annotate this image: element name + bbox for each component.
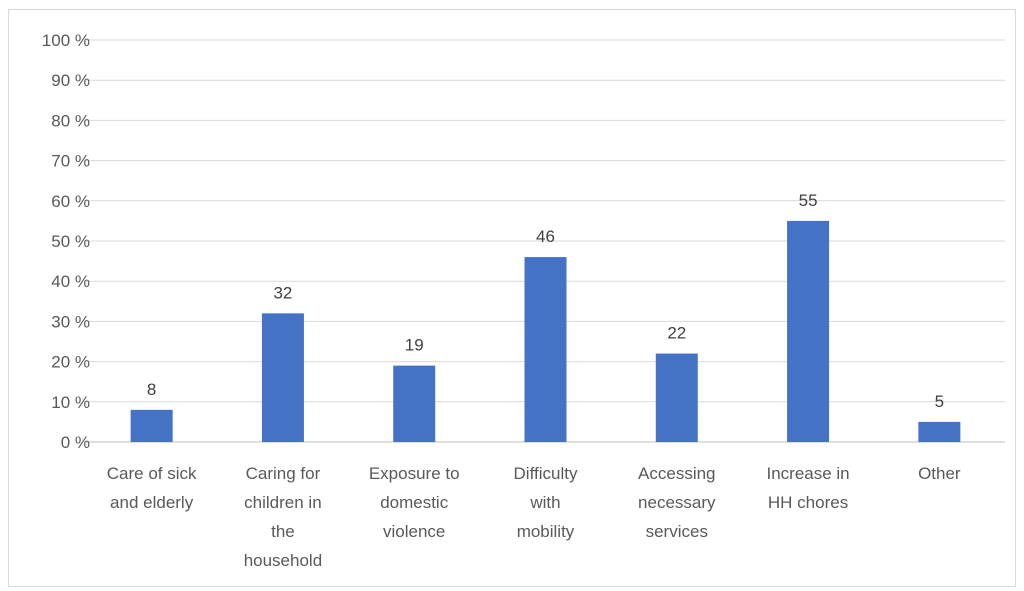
data-label: 32: [273, 283, 292, 302]
gridlines: [86, 39, 1005, 443]
category-label: Increase in HH chores: [766, 464, 849, 512]
bar: [524, 257, 567, 442]
y-axis-tick-labels: 0 % 10 % 20 % 30 % 40 % 50 % 60 % 70 % 80 % 90 % 1…: [42, 31, 90, 452]
y-tick-label: 100 %: [42, 31, 90, 50]
y-tick-label: 20 %: [51, 353, 90, 372]
y-tick-label: 30 %: [51, 312, 90, 331]
data-label: 19: [405, 336, 424, 355]
category-label: Caring for children in the household: [244, 464, 322, 570]
category-label: Difficulty with mobility: [514, 464, 578, 541]
data-label: 22: [667, 324, 686, 343]
category-label: Other: [918, 464, 961, 483]
x-axis-category-labels: Care of sick and elderly Caring for childre…: [107, 464, 961, 570]
y-tick-label: 10 %: [51, 393, 90, 412]
category-label: Care of sick and elderly: [107, 464, 197, 512]
chart-frame: [8, 9, 1016, 587]
data-label: 55: [799, 191, 818, 210]
data-label: 46: [536, 227, 555, 246]
bar: [655, 353, 698, 442]
category-label: Exposure to domestic violence: [369, 464, 460, 541]
y-tick-label: 60 %: [51, 192, 90, 211]
data-label: 5: [935, 392, 944, 411]
y-tick-label: 90 %: [51, 71, 90, 90]
bar: [918, 421, 961, 442]
data-label: 8: [147, 380, 156, 399]
bar: [130, 409, 173, 442]
y-tick-label: 80 %: [51, 111, 90, 130]
bar: [787, 220, 830, 442]
y-tick-label: 50 %: [51, 232, 90, 251]
bar: [261, 313, 304, 442]
bars: [130, 220, 961, 442]
y-tick-label: 40 %: [51, 272, 90, 291]
y-tick-label: 0 %: [61, 433, 90, 452]
y-tick-label: 70 %: [51, 152, 90, 171]
category-label: Accessing necessary services: [638, 464, 716, 541]
bar: [393, 365, 436, 442]
